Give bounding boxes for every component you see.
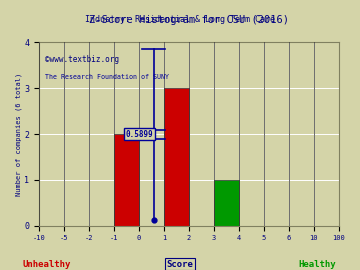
Text: Industry: Residential & Long Term Care: Industry: Residential & Long Term Care [85, 15, 275, 24]
Text: The Research Foundation of SUNY: The Research Foundation of SUNY [45, 74, 169, 80]
Bar [114, 134, 139, 226]
Bar [164, 88, 189, 226]
Text: Healthy: Healthy [298, 260, 336, 269]
Text: 0.5899: 0.5899 [126, 130, 154, 139]
Text: Unhealthy: Unhealthy [23, 260, 71, 269]
Text: Score: Score [167, 260, 193, 269]
Y-axis label: Number of companies (6 total): Number of companies (6 total) [15, 72, 22, 196]
Text: ©www.textbiz.org: ©www.textbiz.org [45, 55, 119, 64]
Bar [214, 180, 239, 226]
Title: Z-Score Histogram for CSU (2016): Z-Score Histogram for CSU (2016) [89, 15, 289, 25]
